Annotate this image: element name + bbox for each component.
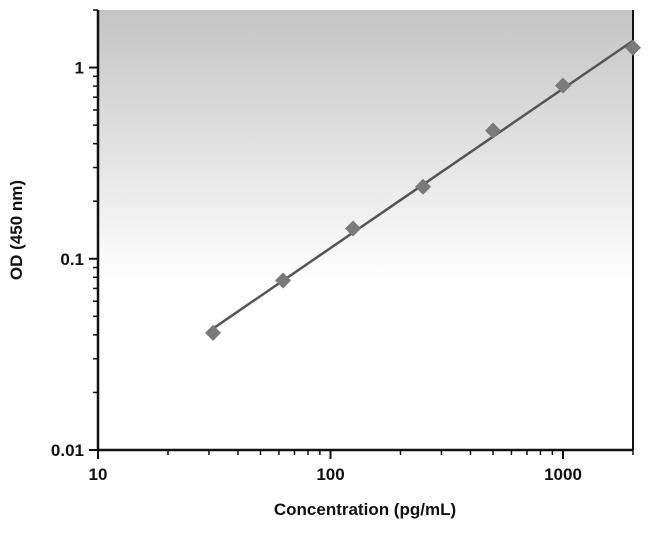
x-tick-label: 100 — [316, 465, 344, 484]
plot-background — [98, 10, 633, 450]
y-tick-label: 0.01 — [51, 441, 84, 460]
x-tick-label: 10 — [89, 465, 108, 484]
data-point — [415, 178, 432, 195]
y-tick-label: 0.1 — [60, 250, 84, 269]
x-axis-label: Concentration (pg/mL) — [274, 500, 456, 519]
data-point — [205, 324, 222, 341]
data-point — [555, 77, 572, 94]
x-tick-label: 1000 — [544, 465, 582, 484]
y-tick-label: 1 — [75, 59, 84, 78]
data-point — [485, 122, 502, 139]
y-axis-label: OD (450 nm) — [7, 180, 26, 280]
data-point — [275, 272, 292, 289]
data-point — [345, 220, 362, 237]
data-point — [625, 39, 641, 56]
